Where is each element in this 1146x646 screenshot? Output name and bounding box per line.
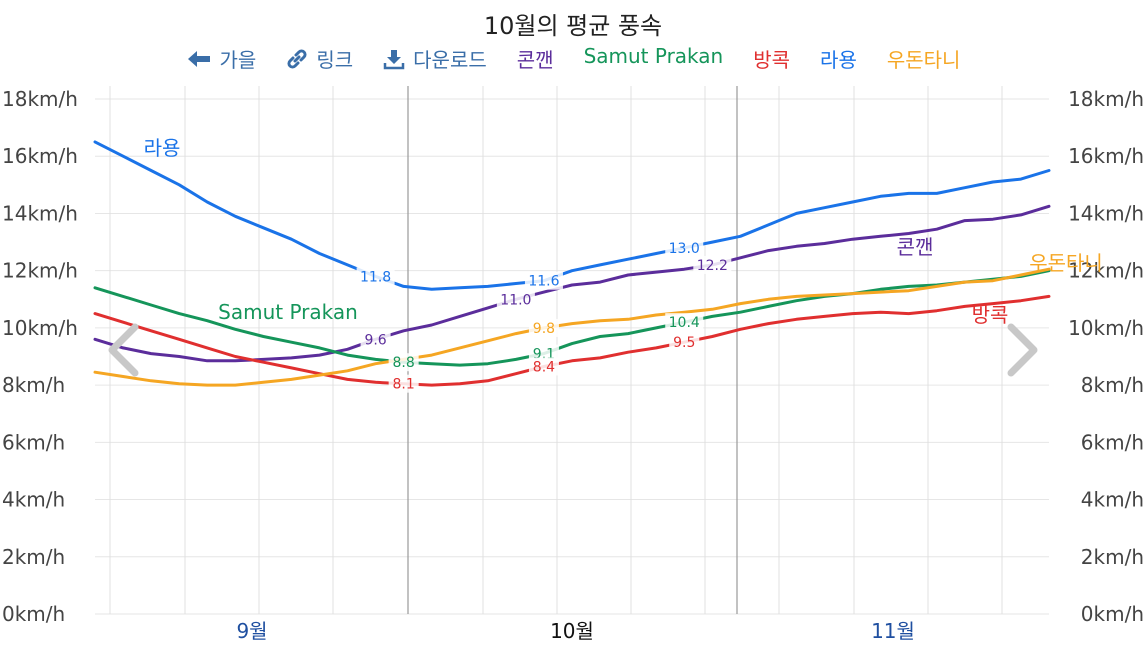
y-axis-right: 0km/h 2km/h 4km/h 6km/h 8km/h 10km/h 12km/h 14k…: [1068, 87, 1144, 626]
data-label: 11.8: [360, 269, 391, 285]
y-tick-label-left: 8km/h: [2, 373, 65, 397]
series-inline-label: 방콕: [972, 303, 1009, 327]
data-label: 11.0: [500, 292, 531, 308]
legend-item-rayong[interactable]: 라용: [820, 48, 857, 72]
data-label: 10.4: [669, 315, 700, 331]
series-inline-label: 라용: [144, 136, 181, 160]
chart-toolbar: 가을 링크 다운로드 콘깬 Samut Prakan 방콕 라용 우돈타니: [0, 44, 1146, 73]
data-label: 9.6: [364, 332, 386, 348]
next-month-button[interactable]: [1007, 323, 1038, 377]
data-label-bg: [665, 313, 704, 332]
data-label: 8.1: [393, 377, 415, 393]
y-tick-label-right: 14km/h: [1068, 201, 1144, 225]
data-label-bg: [528, 357, 559, 376]
y-tick-label-right: 0km/h: [1081, 602, 1144, 626]
data-label-bg: [669, 333, 700, 352]
data-label-bg: [388, 353, 419, 372]
data-label-bg: [388, 374, 419, 393]
download-icon: [383, 49, 405, 69]
x-axis: 9월 10월 11월: [236, 619, 914, 643]
series-line: [93, 294, 1051, 387]
data-label: 8.4: [533, 360, 555, 376]
y-tick-label-left: 18km/h: [2, 87, 78, 111]
prev-month-button[interactable]: [108, 323, 139, 377]
x-tick-label-current[interactable]: 10월: [550, 619, 594, 643]
link-button[interactable]: 링크: [286, 44, 353, 73]
series-inline-label: 우돈타니: [1029, 251, 1103, 275]
grid: [95, 86, 1049, 615]
x-tick-label[interactable]: 9월: [236, 619, 267, 643]
chevron-right-icon: [1007, 323, 1038, 377]
y-tick-label-left: 10km/h: [2, 316, 78, 340]
y-tick-label-right: 4km/h: [1081, 488, 1144, 512]
y-tick-label-left: 12km/h: [2, 259, 78, 283]
y-tick-label-right: 2km/h: [1081, 545, 1144, 569]
y-tick-label-left: 16km/h: [2, 144, 78, 168]
series-line: [93, 140, 1051, 291]
series-inline-label: Samut Prakan: [218, 300, 358, 324]
legend-item-samut-prakan[interactable]: Samut Prakan: [583, 44, 724, 68]
series-lines: [93, 140, 1051, 387]
data-label: 11.6: [528, 274, 559, 290]
data-label-bg: [496, 290, 535, 309]
chevron-left-icon: [108, 323, 139, 377]
link-icon: [287, 48, 307, 69]
data-label: 13.0: [669, 241, 700, 257]
data-label-bg: [528, 318, 559, 337]
data-label-bg: [693, 255, 732, 274]
series-line: [93, 204, 1051, 363]
series-inline-label: 콘깬: [897, 235, 934, 259]
back-button[interactable]: 가을: [186, 44, 257, 73]
series-line: [93, 267, 1051, 387]
chart-title: 10월의 평균 풍속: [483, 12, 663, 40]
data-label: 9.5: [673, 335, 695, 351]
y-tick-label-left: 6km/h: [2, 430, 65, 454]
data-label-bg: [360, 330, 391, 349]
y-axis-left: 0km/h 2km/h 4km/h 6km/h 8km/h 10km/h 12km/h 14k…: [2, 87, 78, 626]
data-label-bg: [524, 271, 563, 290]
y-tick-label-right: 12km/h: [1068, 259, 1144, 283]
y-tick-label-left: 4km/h: [2, 488, 65, 512]
download-label: 다운로드: [413, 48, 487, 72]
y-tick-label-right: 6km/h: [1081, 430, 1144, 454]
link-label: 링크: [316, 48, 354, 72]
data-label: 12.2: [697, 258, 728, 274]
data-label-bg: [356, 267, 395, 286]
y-tick-label-right: 18km/h: [1068, 87, 1144, 111]
x-tick-label[interactable]: 11월: [871, 619, 915, 643]
data-label-bg: [665, 238, 704, 257]
legend-item-bangkok[interactable]: 방콕: [753, 48, 791, 72]
data-label: 8.8: [393, 355, 415, 371]
back-label: 가을: [219, 48, 257, 72]
arrow-left-icon: [187, 50, 210, 67]
y-tick-label-right: 10km/h: [1068, 316, 1144, 340]
y-tick-label-left: 14km/h: [2, 201, 78, 225]
series-line: [93, 269, 1051, 367]
download-button[interactable]: 다운로드: [383, 44, 487, 73]
y-tick-label-right: 16km/h: [1068, 144, 1144, 168]
legend-item-konkaen[interactable]: 콘깬: [516, 48, 554, 72]
data-label: 9.8: [533, 321, 555, 337]
legend-item-udon-thani[interactable]: 우돈타니: [886, 48, 961, 72]
y-tick-label-left: 0km/h: [2, 602, 65, 626]
y-tick-label-left: 2km/h: [2, 545, 65, 569]
y-tick-label-right: 8km/h: [1081, 373, 1144, 397]
